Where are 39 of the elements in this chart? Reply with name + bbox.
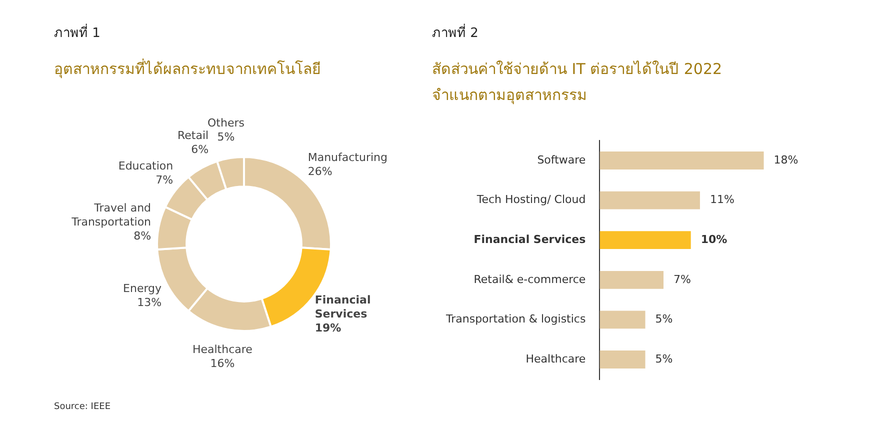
data-label: 8% (134, 229, 152, 242)
slice-label: Education (118, 159, 174, 172)
chart-subtitle: สัดส่วนค่าใช้จ่ายด้าน IT ต่อรายได้ในปี 2022 จำแนกตามอุตสาหกรรม (432, 59, 722, 106)
data-label: 11% (710, 193, 734, 206)
data-label: 16% (210, 356, 235, 370)
data-label: 19% (314, 321, 342, 334)
y-tick-label: Transportation & logistics (445, 312, 586, 326)
slice-label: Healthcare (192, 342, 253, 356)
data-label: 18% (774, 153, 798, 166)
data-label: 7% (674, 272, 691, 286)
text: ภาพที่ 2 (432, 22, 478, 43)
slice-label: Others (208, 116, 245, 130)
data-label: 6% (191, 143, 209, 156)
slice-label: Energy (123, 282, 162, 296)
y-tick-label: Financial Services (474, 232, 586, 246)
slice-label: Retail (178, 129, 209, 142)
data-label: 5% (655, 312, 673, 326)
y-tick-label: Software (537, 153, 586, 166)
y-tick-label: Tech Hosting/ Cloud (476, 193, 586, 206)
bar (600, 310, 646, 329)
bar (600, 350, 646, 368)
slice-label: Financial Services (314, 293, 371, 320)
data-label: 5% (217, 130, 235, 144)
data-label: 26% (308, 165, 332, 178)
chart-subtitle: อุตสาหกรรมที่ได้ผลกระทบจากเทคโนโลยี (54, 58, 321, 80)
data-label: 13% (137, 296, 162, 310)
bar (600, 191, 700, 210)
bar (600, 152, 764, 170)
y-tick-label: Retail& e-commerce (474, 272, 586, 286)
slice-label: Travel and Transportation (70, 201, 152, 228)
chart-title: ภาพที่ 1 (54, 22, 100, 43)
bar (600, 270, 664, 289)
data-label: 10% (700, 232, 728, 246)
slice-label: Manufacturing (308, 151, 388, 164)
y-tick-label: Healthcare (526, 352, 586, 366)
source-note: Source: IEEE (54, 402, 111, 412)
data-label: 5% (655, 352, 673, 366)
data-label: 7% (156, 173, 174, 186)
bar (600, 231, 691, 250)
